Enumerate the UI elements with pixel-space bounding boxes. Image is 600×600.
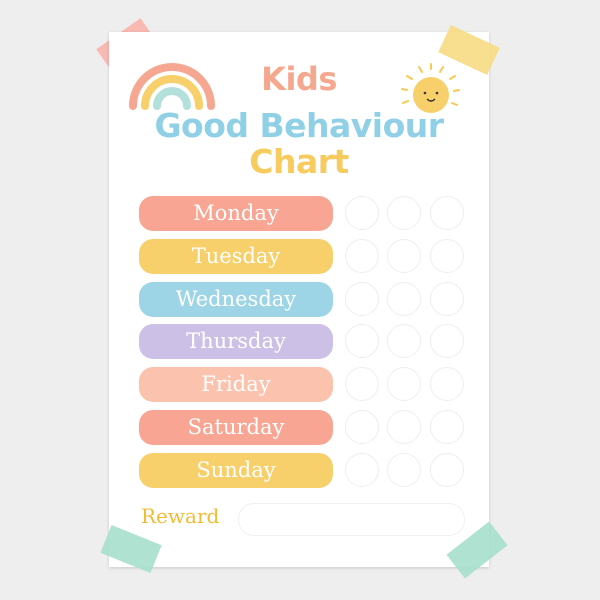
rainbow-icon <box>129 63 215 110</box>
day-label-saturday: Saturday <box>139 410 333 445</box>
sticker-circle-2[interactable] <box>387 452 421 487</box>
sticker-circle-2[interactable] <box>387 196 421 230</box>
day-label-tuesday: Tuesday <box>139 238 333 274</box>
sticker-circle-1[interactable] <box>345 196 379 230</box>
behaviour-chart-sheet: Kids Good Behaviour Chart Monday Tuesday W… <box>109 32 489 567</box>
sticker-circle-1[interactable] <box>345 452 379 487</box>
sticker-circle-1[interactable] <box>345 281 379 316</box>
title-chart: Chart <box>249 142 349 181</box>
reward-label: Reward <box>141 504 220 528</box>
sticker-circle-1[interactable] <box>345 238 379 273</box>
sticker-circle-2[interactable] <box>387 324 421 359</box>
sun-icon <box>401 63 460 113</box>
title-kids: Kids <box>261 60 337 98</box>
title-good-behaviour: Good Behaviour <box>154 106 444 145</box>
sticker-circle-1[interactable] <box>345 410 379 444</box>
sticker-circle-3[interactable] <box>430 410 464 444</box>
sticker-circle-2[interactable] <box>387 367 421 402</box>
sticker-circle-3[interactable] <box>430 452 464 487</box>
reward-field[interactable] <box>238 503 465 536</box>
day-label-sunday: Sunday <box>139 452 333 488</box>
sticker-circle-2[interactable] <box>387 410 421 444</box>
sticker-circle-3[interactable] <box>430 281 464 316</box>
sticker-circle-1[interactable] <box>345 367 379 402</box>
sticker-circle-3[interactable] <box>430 324 464 359</box>
sticker-circle-3[interactable] <box>430 196 464 230</box>
sticker-circle-2[interactable] <box>387 281 421 316</box>
sticker-circle-3[interactable] <box>430 238 464 273</box>
day-label-wednesday: Wednesday <box>139 281 333 317</box>
day-label-friday: Friday <box>139 367 333 403</box>
sticker-circle-2[interactable] <box>387 238 421 273</box>
sticker-circle-3[interactable] <box>430 367 464 402</box>
day-label-monday: Monday <box>139 196 333 231</box>
day-label-thursday: Thursday <box>139 324 333 360</box>
sticker-circle-1[interactable] <box>345 324 379 359</box>
